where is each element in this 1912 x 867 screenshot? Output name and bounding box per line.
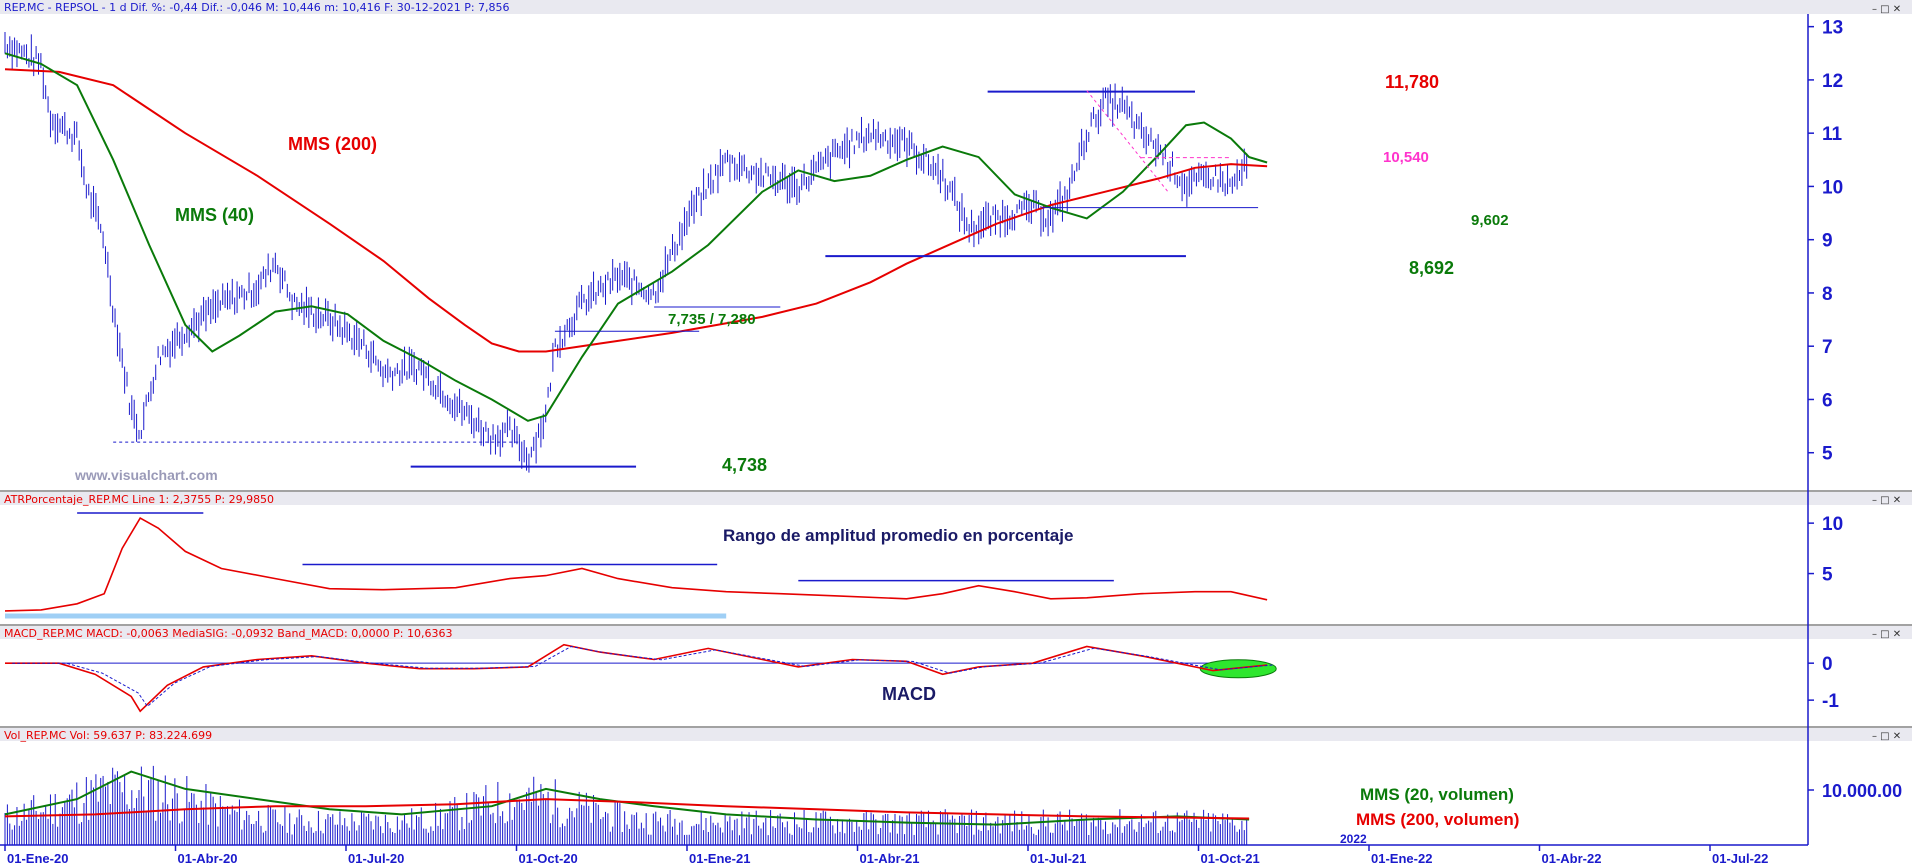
macd-title: MACD bbox=[882, 684, 936, 704]
level-11780-label: 11,780 bbox=[1385, 72, 1439, 92]
vol-mms200-line bbox=[4, 798, 1250, 820]
price-series-line bbox=[4, 52, 1268, 422]
macd-window-buttons[interactable]: – □ ✕ bbox=[1872, 629, 1901, 640]
price-ytick-label: 5 bbox=[1822, 444, 1833, 465]
x-tick-label: 01-Oct-21 bbox=[1201, 851, 1260, 866]
atr-ytick-label: 10 bbox=[1822, 514, 1843, 535]
x-tick-label: 01-Ene-20 bbox=[7, 851, 68, 866]
x-tick-label: 01-Ene-22 bbox=[1371, 851, 1432, 866]
trendline-pink bbox=[1086, 90, 1169, 193]
price-header: REP.MC - REPSOL - 1 d Dif. %: -0,44 Dif.… bbox=[4, 1, 510, 14]
x-tick-label: 01-Jul-22 bbox=[1712, 851, 1768, 866]
price-ytick-label: 9 bbox=[1822, 231, 1833, 252]
year-2022-label: 2022 bbox=[1340, 832, 1367, 846]
atr-title: Rango de amplitud promedio en porcentaje bbox=[723, 526, 1073, 545]
volume-window-buttons[interactable]: – □ ✕ bbox=[1872, 731, 1901, 742]
price-ytick-label: 10 bbox=[1822, 177, 1843, 198]
price-ytick-label: 8 bbox=[1822, 284, 1833, 305]
atr-header: ATRPorcentaje_REP.MC Line 1: 2,3755 P: 2… bbox=[4, 493, 274, 506]
level-7735-label: 7,735 / 7,280 bbox=[668, 311, 756, 328]
vol-mms20-label: MMS (20, volumen) bbox=[1360, 785, 1514, 804]
vol-mms20-line bbox=[4, 770, 1250, 826]
price-ytick-label: 13 bbox=[1822, 18, 1843, 39]
level-4738-label: 4,738 bbox=[722, 455, 767, 475]
x-tick-label: 01-Oct-20 bbox=[519, 851, 578, 866]
level-8692-label: 8,692 bbox=[1409, 258, 1454, 278]
atr-ytick-label: 5 bbox=[1822, 565, 1833, 586]
price-ytick-label: 7 bbox=[1822, 337, 1833, 358]
mms40-label: MMS (40) bbox=[175, 205, 254, 225]
svg-text:– □ ✕: – □ ✕ bbox=[1872, 4, 1901, 15]
mms200-label: MMS (200) bbox=[288, 134, 377, 154]
macd-ytick-label: -1 bbox=[1822, 691, 1839, 712]
price-ytick-label: 12 bbox=[1822, 71, 1843, 92]
macd-ytick-label: 0 bbox=[1822, 654, 1833, 675]
vol-ytick-label: 10.000.00 bbox=[1822, 781, 1902, 801]
x-tick-label: 01-Ene-21 bbox=[689, 851, 750, 866]
x-tick-label: 01-Jul-20 bbox=[348, 851, 404, 866]
x-tick-label: 01-Abr-21 bbox=[860, 851, 920, 866]
price-window-buttons[interactable]: – □ ✕ bbox=[1872, 4, 1901, 15]
volume-header: Vol_REP.MC Vol: 59.637 P: 83.224.699 bbox=[4, 729, 212, 742]
x-tick-label: 01-Jul-21 bbox=[1030, 851, 1086, 866]
macd-header: MACD_REP.MC MACD: -0,0063 MediaSIG: -0,0… bbox=[4, 627, 452, 640]
vol-mms200-label: MMS (200, volumen) bbox=[1356, 810, 1519, 829]
level-9602-label: 9,602 bbox=[1471, 212, 1509, 229]
macd-signal-line bbox=[12, 645, 1275, 708]
price-header-bar bbox=[0, 0, 1912, 14]
atr-line bbox=[4, 517, 1268, 612]
atr-window-buttons[interactable]: – □ ✕ bbox=[1872, 495, 1901, 506]
x-tick-label: 01-Abr-22 bbox=[1542, 851, 1602, 866]
level-10540-label: 10,540 bbox=[1383, 149, 1429, 166]
watermark: www.visualchart.com bbox=[74, 467, 218, 483]
price-series-line bbox=[4, 68, 1268, 353]
x-tick-label: 01-Abr-20 bbox=[178, 851, 238, 866]
price-ytick-label: 11 bbox=[1822, 124, 1843, 145]
price-ytick-label: 6 bbox=[1822, 390, 1833, 411]
